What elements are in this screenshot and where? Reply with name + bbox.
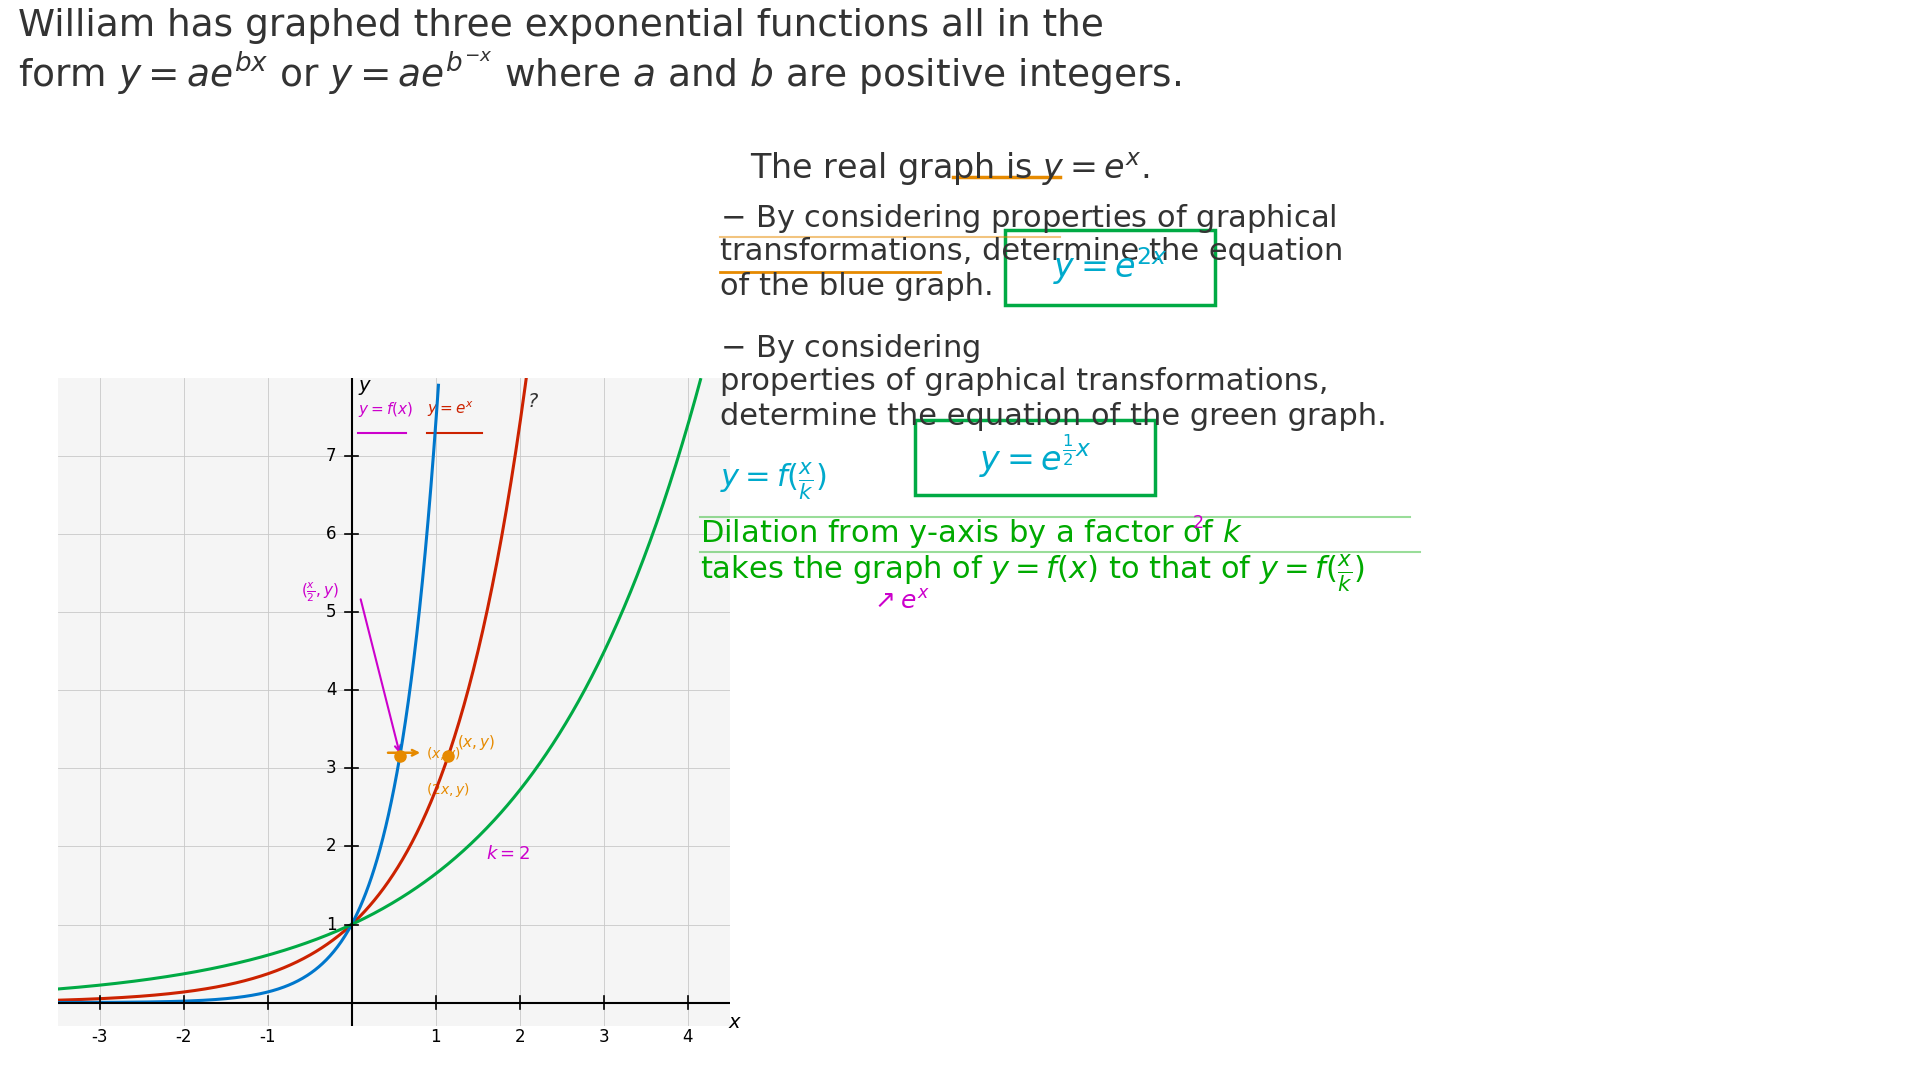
Text: $y=e^{2x}$: $y=e^{2x}$	[1052, 245, 1167, 287]
Text: $(\frac{x}{2},y)$: $(\frac{x}{2},y)$	[301, 581, 340, 605]
Text: Dilation from y-axis by a factor of $k$: Dilation from y-axis by a factor of $k$	[701, 517, 1242, 550]
Text: 1: 1	[430, 1027, 442, 1045]
Text: 5: 5	[326, 604, 336, 621]
Text: 2: 2	[326, 837, 336, 855]
Text: 6: 6	[326, 525, 336, 543]
FancyBboxPatch shape	[1004, 230, 1215, 305]
Text: William has graphed three exponential functions all in the: William has graphed three exponential fu…	[17, 8, 1104, 44]
Text: $(x,y)$: $(x,y)$	[457, 733, 495, 752]
Text: $y=e^{\frac{1}{2}x}$: $y=e^{\frac{1}{2}x}$	[979, 432, 1091, 480]
Text: y: y	[359, 376, 371, 395]
Text: 2: 2	[515, 1027, 524, 1045]
Text: takes the graph of $y=f(x)$ to that of $y=f(\frac{x}{k})$: takes the graph of $y=f(x)$ to that of $…	[701, 552, 1365, 594]
Text: of the blue graph.: of the blue graph.	[720, 272, 995, 301]
Text: 1: 1	[326, 916, 336, 933]
Text: -1: -1	[259, 1027, 276, 1045]
Text: $y=f(\frac{x}{k})$: $y=f(\frac{x}{k})$	[720, 460, 828, 502]
Text: transformations, determine the equation: transformations, determine the equation	[720, 237, 1344, 266]
Text: $-$ By considering: $-$ By considering	[720, 332, 979, 365]
Text: 7: 7	[326, 447, 336, 465]
Text: 4: 4	[682, 1027, 693, 1045]
Text: $y=e^x$: $y=e^x$	[428, 400, 474, 419]
Text: The real graph is $y=e^x$.: The real graph is $y=e^x$.	[751, 150, 1150, 188]
Text: $y=f(x)$: $y=f(x)$	[359, 400, 413, 419]
Text: determine the equation of the green graph.: determine the equation of the green grap…	[720, 402, 1386, 431]
Text: -3: -3	[92, 1027, 108, 1045]
Text: $\nearrow e^x$: $\nearrow e^x$	[870, 590, 929, 615]
Text: $-$ By considering properties of graphical: $-$ By considering properties of graphic…	[720, 202, 1336, 235]
Text: $(2x,y)$: $(2x,y)$	[426, 781, 470, 799]
Text: $k=2$: $k=2$	[486, 846, 530, 863]
Text: ?: ?	[528, 392, 538, 410]
Text: x: x	[728, 1013, 739, 1031]
Text: form $y=ae^{bx}$ or $y=ae^{b^{-x}}$ where $a$ and $b$ are positive integers.: form $y=ae^{bx}$ or $y=ae^{b^{-x}}$ wher…	[17, 50, 1181, 97]
FancyBboxPatch shape	[916, 420, 1156, 495]
Text: $^2$: $^2$	[1192, 517, 1204, 541]
Text: 3: 3	[326, 759, 336, 778]
Text: properties of graphical transformations,: properties of graphical transformations,	[720, 367, 1329, 396]
Text: 4: 4	[326, 681, 336, 699]
Text: -2: -2	[175, 1027, 192, 1045]
Text: $(x,y)$: $(x,y)$	[426, 745, 461, 764]
Text: 3: 3	[599, 1027, 609, 1045]
